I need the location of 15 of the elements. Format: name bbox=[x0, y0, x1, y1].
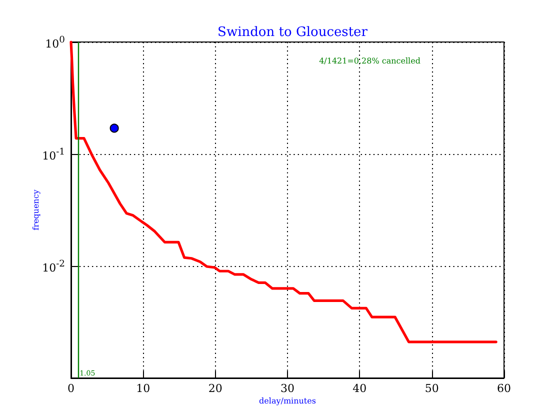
annotation: 4/1421=0.28% cancelled bbox=[319, 56, 420, 66]
x-tick-label: 30 bbox=[280, 382, 294, 395]
y-tick-label: 10$^{0}$ bbox=[45, 34, 65, 50]
x-tick-label: 10 bbox=[136, 382, 150, 395]
x-tick-label: 50 bbox=[424, 382, 439, 395]
x-tick-label: 0 bbox=[68, 382, 74, 395]
chart-title: Swindon to Gloucester bbox=[218, 25, 368, 40]
y-tick-label: 10$^{-1}$ bbox=[42, 146, 65, 162]
x-axis-title: delay/minutes bbox=[259, 396, 316, 406]
x-tick-label: 20 bbox=[208, 382, 222, 395]
y-axis-title: frequency bbox=[32, 189, 40, 230]
x-tick-label: 40 bbox=[352, 382, 367, 395]
line-series bbox=[70, 40, 498, 344]
y-tick-label: 10$^{-2}$ bbox=[42, 258, 65, 274]
x-tick-label: 60 bbox=[497, 382, 511, 395]
